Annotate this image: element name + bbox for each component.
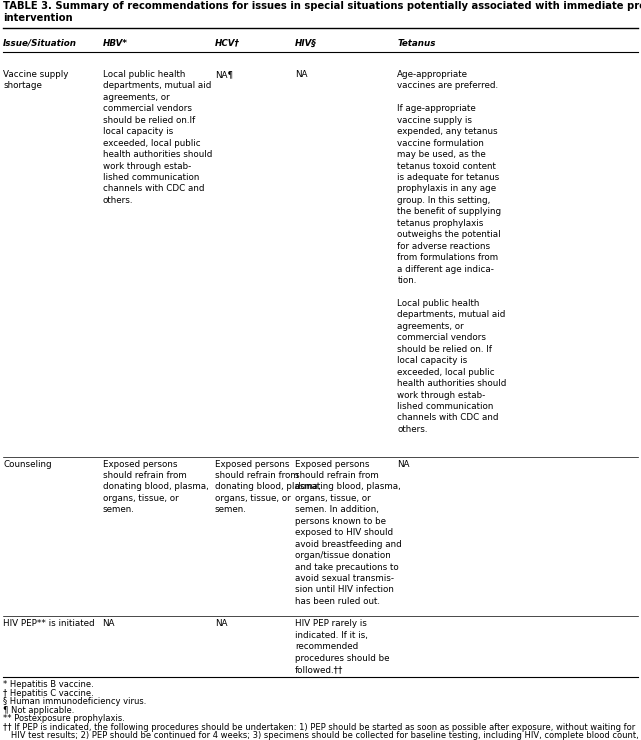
Text: Age-appropriate
vaccines are preferred.

If age-appropriate
vaccine supply is
ex: Age-appropriate vaccines are preferred. … xyxy=(397,70,507,434)
Text: HBV*: HBV* xyxy=(103,38,128,48)
Text: NA: NA xyxy=(215,619,228,628)
Text: ¶ Not applicable.: ¶ Not applicable. xyxy=(3,706,74,715)
Text: HIV PEP** is initiated: HIV PEP** is initiated xyxy=(3,619,95,628)
Text: Tetanus: Tetanus xyxy=(397,38,436,48)
Text: Vaccine supply
shortage: Vaccine supply shortage xyxy=(3,70,69,90)
Text: Local public health
departments, mutual aid
agreements, or
commercial vendors
sh: Local public health departments, mutual … xyxy=(103,70,212,205)
Text: Exposed persons
should refrain from
donating blood, plasma,
organs, tissue, or
s: Exposed persons should refrain from dona… xyxy=(295,460,402,606)
Text: * Hepatitis B vaccine.: * Hepatitis B vaccine. xyxy=(3,680,94,689)
Text: § Human immunodeficiency virus.: § Human immunodeficiency virus. xyxy=(3,697,147,706)
Text: NA¶: NA¶ xyxy=(215,70,233,79)
Text: intervention: intervention xyxy=(3,13,73,23)
Text: † Hepatitis C vaccine.: † Hepatitis C vaccine. xyxy=(3,688,94,698)
Text: NA: NA xyxy=(397,460,410,468)
Text: HIV PEP rarely is
indicated. If it is,
recommended
procedures should be
followed: HIV PEP rarely is indicated. If it is, r… xyxy=(295,619,389,674)
Text: NA: NA xyxy=(103,619,115,628)
Text: HCV†: HCV† xyxy=(215,38,240,48)
Text: Counseling: Counseling xyxy=(3,460,52,468)
Text: HIV§: HIV§ xyxy=(295,38,317,48)
Text: NA: NA xyxy=(295,70,308,79)
Text: ** Postexposure prophylaxis.: ** Postexposure prophylaxis. xyxy=(3,714,125,723)
Text: Exposed persons
should refrain from
donating blood, plasma,
organs, tissue, or
s: Exposed persons should refrain from dona… xyxy=(103,460,208,514)
Text: HIV test results; 2) PEP should be continued for 4 weeks; 3) specimens should be: HIV test results; 2) PEP should be conti… xyxy=(3,731,639,740)
Text: TABLE 3. Summary of recommendations for issues in special situations potentially: TABLE 3. Summary of recommendations for … xyxy=(3,1,641,12)
Text: Issue/Situation: Issue/Situation xyxy=(3,38,77,48)
Text: Exposed persons
should refrain from
donating blood, plasma,
organs, tissue, or
s: Exposed persons should refrain from dona… xyxy=(215,460,320,514)
Text: †† If PEP is indicated, the following procedures should be undertaken: 1) PEP sh: †† If PEP is indicated, the following pr… xyxy=(3,722,635,732)
